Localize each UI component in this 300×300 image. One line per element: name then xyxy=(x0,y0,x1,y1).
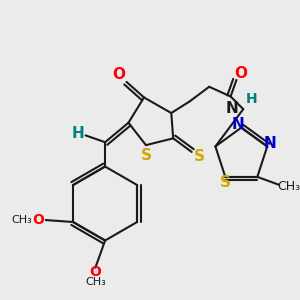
Text: O: O xyxy=(32,213,44,227)
Text: CH₃: CH₃ xyxy=(85,277,106,287)
Text: CH₃: CH₃ xyxy=(277,180,300,193)
Text: N: N xyxy=(264,136,277,151)
Text: N: N xyxy=(232,117,245,132)
Text: N: N xyxy=(226,101,238,116)
Text: H: H xyxy=(246,92,258,106)
Text: S: S xyxy=(220,175,231,190)
Text: O: O xyxy=(234,66,247,81)
Text: CH₃: CH₃ xyxy=(11,215,32,225)
Text: O: O xyxy=(89,265,101,279)
Text: S: S xyxy=(140,148,152,163)
Text: H: H xyxy=(71,126,84,141)
Text: O: O xyxy=(112,67,125,82)
Text: S: S xyxy=(194,149,205,164)
